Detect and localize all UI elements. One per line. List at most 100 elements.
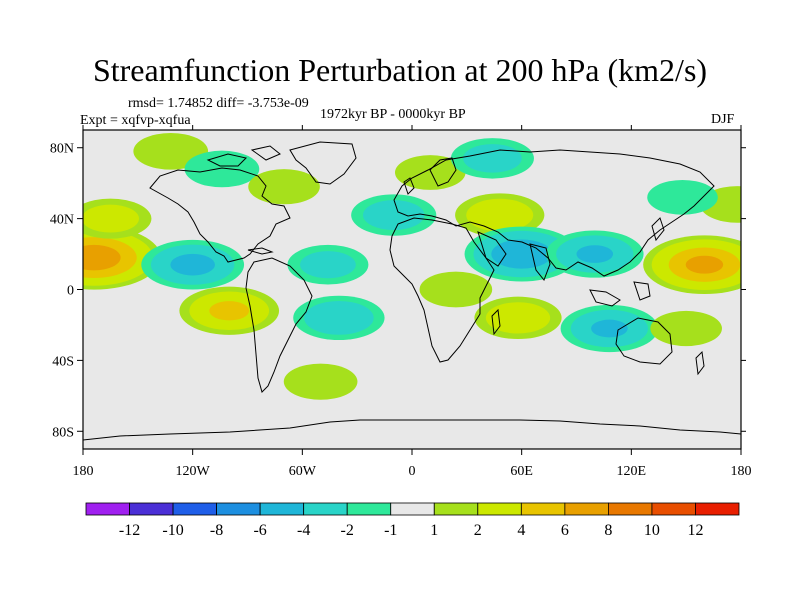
contour-level [491, 239, 553, 269]
colorbar-swatch [85, 502, 130, 516]
colorbar-label: 12 [687, 522, 703, 539]
period-label: 1972kyr BP - 0000kyr BP [320, 107, 466, 122]
rmsd-diff-label: rmsd= 1.74852 diff= -3.753e-09 [128, 96, 309, 111]
colorbar-label: -4 [297, 522, 310, 539]
coast-se-asia [589, 281, 651, 307]
contour-level [300, 251, 356, 279]
contour-level [463, 144, 522, 173]
coast-antarctica [83, 419, 741, 441]
contour-level [466, 198, 534, 232]
contour-level [650, 310, 722, 347]
anomaly-3 [141, 239, 245, 290]
anomaly-10 [351, 194, 437, 236]
y-tick-label: 40S [52, 354, 74, 369]
contour-level [685, 255, 724, 274]
colorbar-label: 8 [604, 522, 612, 539]
colorbar-swatch [259, 502, 305, 516]
coast-eurasia [393, 149, 715, 277]
x-tick-label: 120E [617, 464, 647, 479]
chart-title: Streamfunction Perturbation at 200 hPa (… [92, 52, 708, 88]
contour-level [591, 319, 628, 338]
contour-level [248, 169, 320, 205]
x-tick-label: 60E [510, 464, 533, 479]
colorbar-swatch [129, 502, 174, 516]
y-tick-label: 0 [67, 284, 74, 299]
anomaly-5 [184, 150, 260, 188]
colorbar-swatch [346, 502, 392, 516]
contour-level [485, 302, 551, 334]
colorbar-label: 2 [474, 522, 482, 539]
coast-japan [651, 217, 665, 242]
coast-greenland [289, 141, 357, 185]
colorbar-label: 1 [430, 522, 438, 539]
colorbar-label: 4 [517, 522, 525, 539]
colorbar-label: -10 [162, 522, 183, 539]
x-tick-label: 180 [731, 464, 752, 479]
contour-level [184, 150, 260, 188]
anomaly-8 [293, 295, 385, 341]
colorbar-label: -2 [341, 522, 354, 539]
anomaly-13 [455, 193, 545, 237]
contour-level [394, 155, 466, 190]
anomaly-0 [83, 225, 161, 290]
contour-level [283, 363, 358, 400]
coast-arctic-islands [206, 145, 281, 167]
x-tick-label: 0 [409, 464, 416, 479]
coast-caribbean [247, 247, 274, 255]
colorbar-label: -6 [253, 522, 266, 539]
colorbar-label: 10 [644, 522, 660, 539]
contour-level [83, 204, 139, 233]
colorbar-label: -1 [384, 522, 397, 539]
season-label: DJF [711, 112, 735, 127]
anomaly-21 [650, 310, 722, 347]
coast-scandinavia [429, 157, 457, 187]
colorbar-swatch [172, 502, 217, 516]
contour-level [209, 301, 250, 321]
contour-level [83, 244, 121, 271]
contour-level [304, 300, 374, 335]
colorbar-swatch [651, 502, 696, 516]
coast-british-isles [403, 177, 415, 195]
colorbar-swatch [303, 502, 348, 516]
colorbar-label: -12 [119, 522, 140, 539]
colorbar-swatch [608, 502, 653, 516]
contour-level [362, 200, 425, 231]
anomaly-16 [419, 271, 493, 308]
x-tick-label: 60W [289, 464, 317, 479]
y-tick-label: 80N [50, 142, 74, 157]
anomaly-7 [287, 244, 369, 285]
colorbar-swatch [695, 502, 740, 516]
coast-madagascar [491, 308, 501, 336]
axes: 180 120W 60W 0 60E 120E 180 80N 40N 0 40S 80S [50, 125, 752, 479]
y-tick-label: 40N [50, 213, 74, 228]
coast-australia [615, 317, 673, 365]
anomaly-12 [450, 138, 534, 179]
colorbar: -12 -10 -8 -6 -4 -2 -1 1 2 4 6 8 10 12 [85, 502, 740, 539]
colorbar-swatch [520, 502, 566, 516]
colorbar-swatch [390, 502, 435, 516]
anomaly-15 [545, 230, 644, 278]
contour-level [419, 271, 493, 308]
x-tick-label: 120W [176, 464, 211, 479]
contour-level [576, 245, 614, 263]
coastlines [83, 141, 741, 441]
contour-level [170, 253, 215, 276]
anomaly-17 [474, 296, 562, 340]
coast-new-zealand [695, 350, 705, 376]
experiment-label: Expt = xqfvp-xqfua [80, 113, 191, 128]
anomaly-4 [179, 286, 280, 335]
anomaly-19 [643, 235, 741, 295]
colorbar-label: -8 [210, 522, 223, 539]
colorbar-swatch [216, 502, 261, 516]
colorbar-swatch [433, 502, 479, 516]
x-tick-label: 180 [73, 464, 94, 479]
anomaly-22 [647, 179, 718, 215]
coast-arabia-india [477, 231, 551, 281]
coast-north-america [149, 167, 291, 263]
coast-south-america [245, 257, 313, 393]
anomaly-9 [283, 363, 358, 400]
contour-level [647, 179, 718, 215]
anomaly-6 [248, 169, 320, 205]
anomaly-11 [394, 155, 466, 190]
